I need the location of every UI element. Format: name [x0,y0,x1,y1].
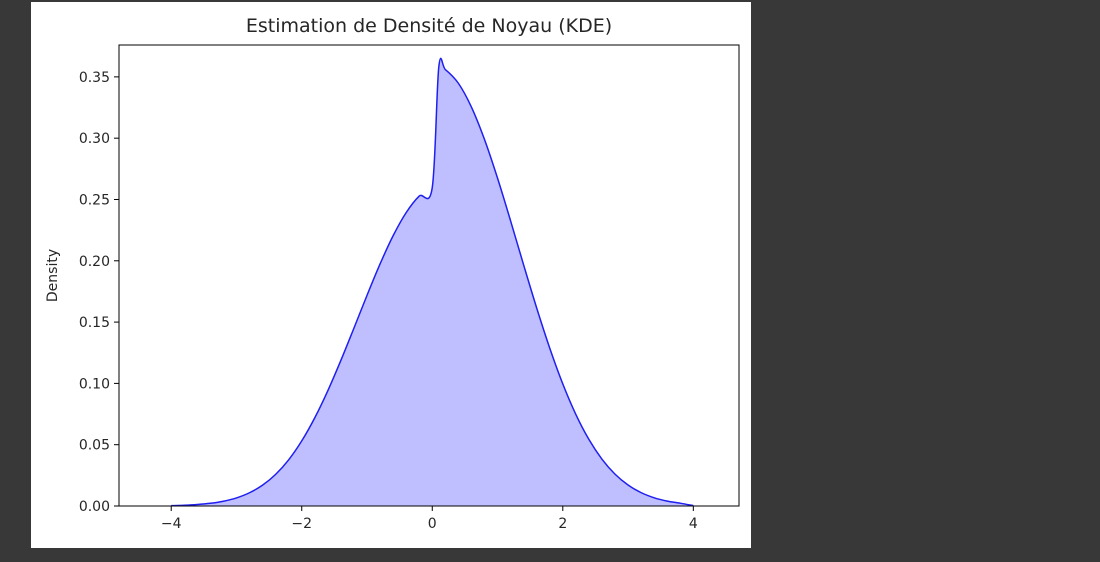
x-tick-label: 0 [428,516,437,532]
y-tick-label: 0.10 [79,376,110,392]
density-curve-line [171,57,694,507]
x-tick-label: −4 [161,516,182,532]
y-tick-label: 0.30 [79,131,110,147]
x-tick-label: −2 [291,516,312,532]
x-tick-label: 2 [558,516,567,532]
plot-area [171,57,694,507]
y-tick-label: 0.15 [79,315,110,331]
y-axis-title: Density [45,249,61,302]
density-area-fill [171,58,694,506]
y-tick-label: 0.25 [79,192,110,208]
x-tick-label: 4 [689,516,698,532]
chart-svg: Estimation de Densité de Noyau (KDE) Den… [45,15,740,532]
chart-title: Estimation de Densité de Noyau (KDE) [246,15,612,37]
y-tick-label: 0.05 [79,438,110,454]
y-tick-label: 0.00 [79,499,110,515]
y-tick-label: 0.35 [79,70,110,86]
chart-figure: Estimation de Densité de Noyau (KDE) Den… [31,2,751,548]
axes: −4 −2 0 2 4 0.00 0.05 0.10 0.15 0.20 0.25 0.30 0.35 [79,44,740,532]
y-tick-label: 0.20 [79,254,110,270]
plot-frame [118,44,740,507]
